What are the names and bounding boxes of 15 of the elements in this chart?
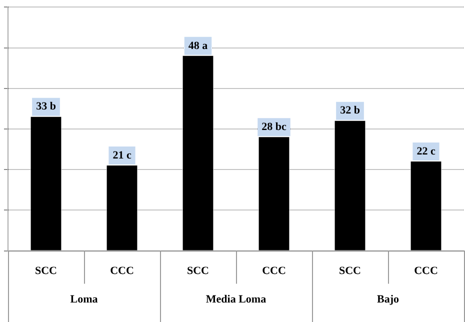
x-tick-label: CCC [262,265,286,278]
data-label: 22 c [416,145,436,158]
text: Media Loma [206,294,267,306]
data-label: 28 bc [262,120,286,133]
x-tick-label: CCC [110,265,134,278]
x-tick-label: SCC [338,265,362,278]
data-label: 21 c [112,149,132,162]
x-tick-label: SCC [34,265,58,278]
x-tick-label: SCC [186,265,210,278]
text: Loma [70,294,98,306]
data-label: 32 b [340,104,360,117]
text: Bajo [377,294,400,306]
data-label: 33 b [36,100,56,113]
data-label: 48 a [188,40,208,52]
x-tick-label: CCC [414,265,438,278]
